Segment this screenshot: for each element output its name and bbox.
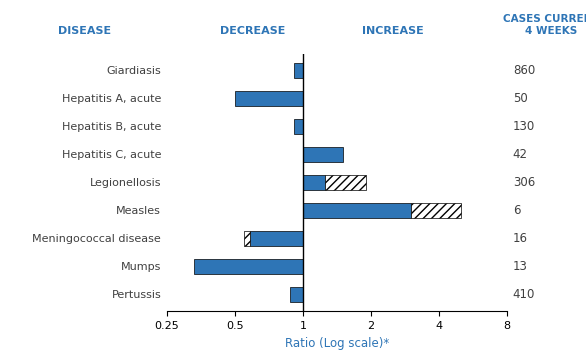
Text: 6: 6	[513, 204, 520, 217]
Text: 860: 860	[513, 64, 535, 77]
Text: 50: 50	[513, 92, 527, 105]
Text: Mumps: Mumps	[121, 262, 161, 272]
Text: 306: 306	[513, 176, 535, 189]
Text: 13: 13	[513, 260, 527, 273]
Text: Meningococcal disease: Meningococcal disease	[32, 234, 161, 243]
Bar	[294, 63, 303, 78]
Bar	[294, 119, 303, 134]
Text: Giardiasis: Giardiasis	[107, 66, 161, 76]
Text: Measles: Measles	[116, 205, 161, 216]
Bar	[303, 147, 343, 162]
Bar	[244, 231, 250, 246]
Text: 130: 130	[513, 120, 535, 133]
Bar	[325, 175, 366, 190]
Text: Hepatitis B, acute: Hepatitis B, acute	[62, 122, 161, 131]
Bar	[194, 259, 303, 274]
Bar	[303, 203, 411, 218]
Text: 410: 410	[513, 288, 535, 301]
Text: DISEASE: DISEASE	[59, 26, 111, 36]
Bar	[250, 231, 303, 246]
Text: DECREASE: DECREASE	[220, 26, 285, 36]
Text: Hepatitis A, acute: Hepatitis A, acute	[62, 93, 161, 103]
Bar	[235, 91, 303, 106]
Text: Pertussis: Pertussis	[111, 290, 161, 300]
Text: Legionellosis: Legionellosis	[90, 178, 161, 188]
Text: Hepatitis C, acute: Hepatitis C, acute	[62, 150, 161, 160]
Text: CASES CURRENT
4 WEEKS: CASES CURRENT 4 WEEKS	[503, 14, 586, 36]
Bar	[291, 287, 303, 302]
Text: 16: 16	[513, 232, 528, 245]
X-axis label: Ratio (Log scale)*: Ratio (Log scale)*	[285, 337, 389, 350]
Text: 42: 42	[513, 148, 528, 161]
Text: INCREASE: INCREASE	[362, 26, 424, 36]
Bar	[303, 175, 325, 190]
Bar	[411, 203, 461, 218]
